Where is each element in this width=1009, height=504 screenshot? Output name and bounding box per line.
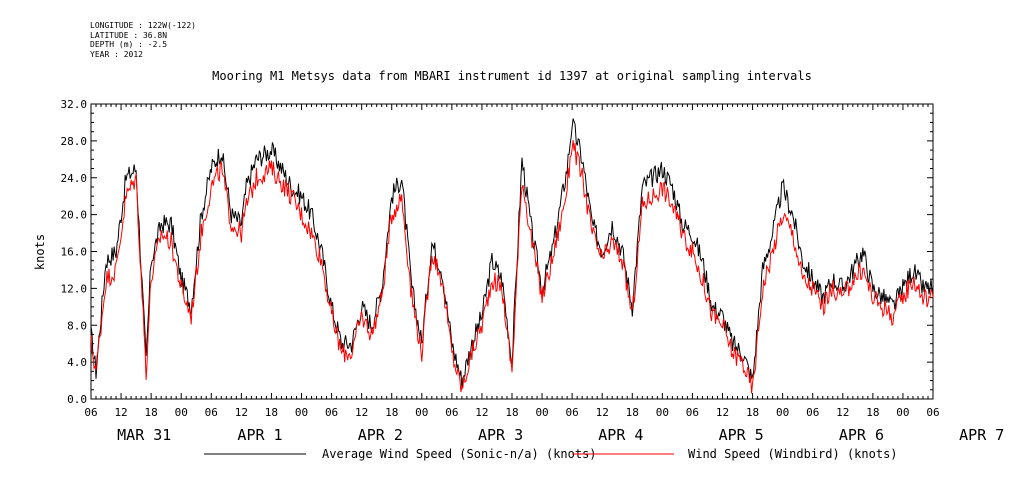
x-tick-label: 00 (535, 406, 548, 419)
x-tick-label: 18 (505, 406, 518, 419)
y-tick-label: 16.0 (61, 246, 88, 259)
y-tick-label: 0.0 (67, 393, 87, 406)
x-tick-label: 18 (265, 406, 278, 419)
x-tick-label: 06 (205, 406, 218, 419)
year-text: YEAR : 2012 (90, 49, 143, 59)
plot-frame (90, 103, 934, 400)
x-tick-label: 12 (355, 406, 368, 419)
x-tick-label: 06 (325, 406, 338, 419)
x-tick-label: 12 (716, 406, 729, 419)
longitude-text: LONGITUDE : 122W(-122) (90, 21, 196, 30)
x-tick-label: 00 (776, 406, 789, 419)
series-line-average-wind-speed (90, 118, 934, 390)
x-tick-label: 12 (114, 406, 127, 419)
y-tick-label: 32.0 (61, 98, 88, 111)
x-tick-label: 06 (926, 406, 939, 419)
x-day-label: APR 2 (358, 426, 403, 444)
x-tick-label: 18 (626, 406, 639, 419)
x-tick-label: 06 (806, 406, 819, 419)
x-tick-label: 18 (145, 406, 158, 419)
y-tick-label: 28.0 (61, 135, 88, 148)
legend-label-average: Average Wind Speed (Sonic-n/a) (knots) (322, 447, 597, 461)
x-tick-label: 06 (84, 406, 97, 419)
x-tick-label: 18 (746, 406, 759, 419)
series-lines (90, 118, 934, 394)
y-tick-label: 12.0 (61, 282, 88, 295)
x-day-label: APR 7 (959, 426, 1004, 444)
x-tick-label: 18 (866, 406, 879, 419)
x-tick-label: 18 (385, 406, 398, 419)
y-axis-label: knots (33, 234, 47, 270)
x-tick-label: 06 (566, 406, 579, 419)
latitude-text: LATITUDE : 36.8N (90, 30, 168, 40)
x-tick-label: 00 (656, 406, 669, 419)
x-tick-label: 12 (235, 406, 248, 419)
x-tick-label: 12 (836, 406, 849, 419)
x-tick-label: 06 (686, 406, 699, 419)
x-tick-label: 00 (295, 406, 308, 419)
chart-title: Mooring M1 Metsys data from MBARI instru… (212, 69, 812, 83)
legend-label-windbird: Wind Speed (Windbird) (knots) (688, 447, 898, 461)
x-tick-label: 00 (896, 406, 909, 419)
y-tick-label: 20.0 (61, 209, 88, 222)
x-day-label: APR 1 (237, 426, 282, 444)
y-axis: 0.0 4.0 8.0 12.0 16.0 20.0 24.0 28.0 32.0 (61, 98, 933, 406)
x-day-label: APR 4 (598, 426, 643, 444)
x-day-label: APR 5 (719, 426, 764, 444)
x-day-label: APR 3 (478, 426, 523, 444)
y-tick-label: 8.0 (67, 319, 87, 332)
series-line-windbird-wind-speed (90, 140, 934, 394)
x-tick-label: 06 (445, 406, 458, 419)
y-tick-label: 24.0 (61, 172, 88, 185)
depth-text: DEPTH (m) : -2.5 (90, 40, 168, 49)
x-day-label: APR 6 (839, 426, 884, 444)
legend: Average Wind Speed (Sonic-n/a) (knots) W… (204, 447, 898, 461)
x-tick-label: 00 (175, 406, 188, 419)
x-axis: 06 12 18 00 06 12 18 00 06 12 18 00 06 12 18 00 06 12 18 00… (84, 104, 1004, 444)
x-day-label: MAR 31 (117, 426, 171, 444)
x-tick-label: 00 (415, 406, 428, 419)
x-tick-label: 12 (475, 406, 488, 419)
x-tick-label: 12 (596, 406, 609, 419)
y-tick-label: 4.0 (67, 356, 87, 369)
metadata-block: LONGITUDE : 122W(-122) LATITUDE : 36.8N … (90, 21, 196, 59)
